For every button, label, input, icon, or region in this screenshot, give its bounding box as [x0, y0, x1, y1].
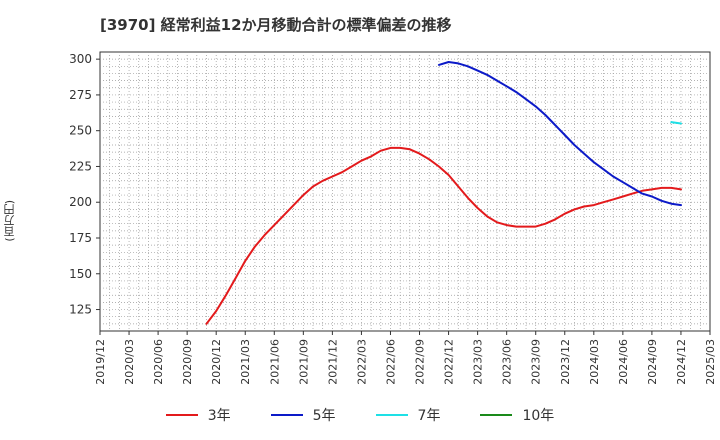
legend-label-7y: 7年: [417, 408, 441, 424]
x-tick-label: 2022/09: [414, 339, 427, 385]
x-tick-label: 2022/06: [384, 339, 397, 385]
x-tick-label: 2021/03: [239, 339, 252, 385]
legend-swatch-10y: [480, 414, 513, 416]
x-tick-label: 2024/03: [588, 339, 601, 385]
legend-item-3y: 3年: [165, 404, 231, 426]
x-tick-label: 2020/12: [210, 339, 223, 385]
x-tick-label: 2019/12: [94, 339, 107, 385]
legend-label-10y: 10年: [522, 408, 555, 424]
y-tick-label: 250: [69, 124, 92, 138]
legend-item-5y: 5年: [270, 404, 336, 426]
x-tick-label: 2023/12: [559, 339, 572, 385]
legend-item-10y: 10年: [480, 404, 554, 426]
x-tick-label: 2025/03: [704, 339, 717, 385]
x-tick-label: 2023/09: [530, 339, 543, 385]
legend-label-5y: 5年: [312, 408, 336, 424]
legend-swatch-7y: [375, 414, 408, 416]
series-line-2: [670, 121, 682, 125]
x-tick-label: 2022/12: [443, 339, 456, 385]
plot-area: [99, 51, 711, 332]
chart-title: [3970] 経常利益12か月移動合計の標準偏差の推移: [100, 16, 452, 34]
y-tick-label: 125: [69, 303, 92, 317]
legend: 3年 5年 7年 10年: [0, 404, 720, 426]
legend-swatch-5y: [270, 414, 303, 416]
x-tick-label: 2020/03: [123, 339, 136, 385]
series-line-0: [205, 146, 682, 325]
x-tick-label: 2023/06: [501, 339, 514, 385]
x-tick-label: 2020/06: [152, 339, 165, 385]
x-tick-label: 2024/12: [675, 339, 688, 385]
x-tick-label: 2021/12: [326, 339, 339, 385]
x-tick-label: 2023/03: [472, 339, 485, 385]
line-chart: 125 150 175 200 225 250 275 300 2019/12 2020/03 20…: [69, 51, 717, 385]
y-tick-label: 275: [69, 88, 92, 102]
x-tick-label: 2020/09: [181, 339, 194, 385]
x-tick-label: 2024/09: [646, 339, 659, 385]
y-tick-label: 150: [69, 267, 92, 281]
x-tick-label: 2024/06: [617, 339, 630, 385]
y-tick-label: 225: [69, 159, 92, 173]
y-tick-label: 200: [69, 195, 92, 209]
x-tick-label: 2022/03: [355, 339, 368, 385]
x-tick-label: 2021/06: [268, 339, 281, 385]
y-tick-label: 300: [69, 52, 92, 66]
legend-swatch-3y: [165, 414, 198, 416]
series-line-1: [437, 61, 682, 207]
x-tick-label: 2021/09: [297, 339, 310, 385]
legend-item-7y: 7年: [375, 404, 441, 426]
legend-label-3y: 3年: [207, 408, 231, 424]
y-tick-label: 175: [69, 231, 92, 245]
